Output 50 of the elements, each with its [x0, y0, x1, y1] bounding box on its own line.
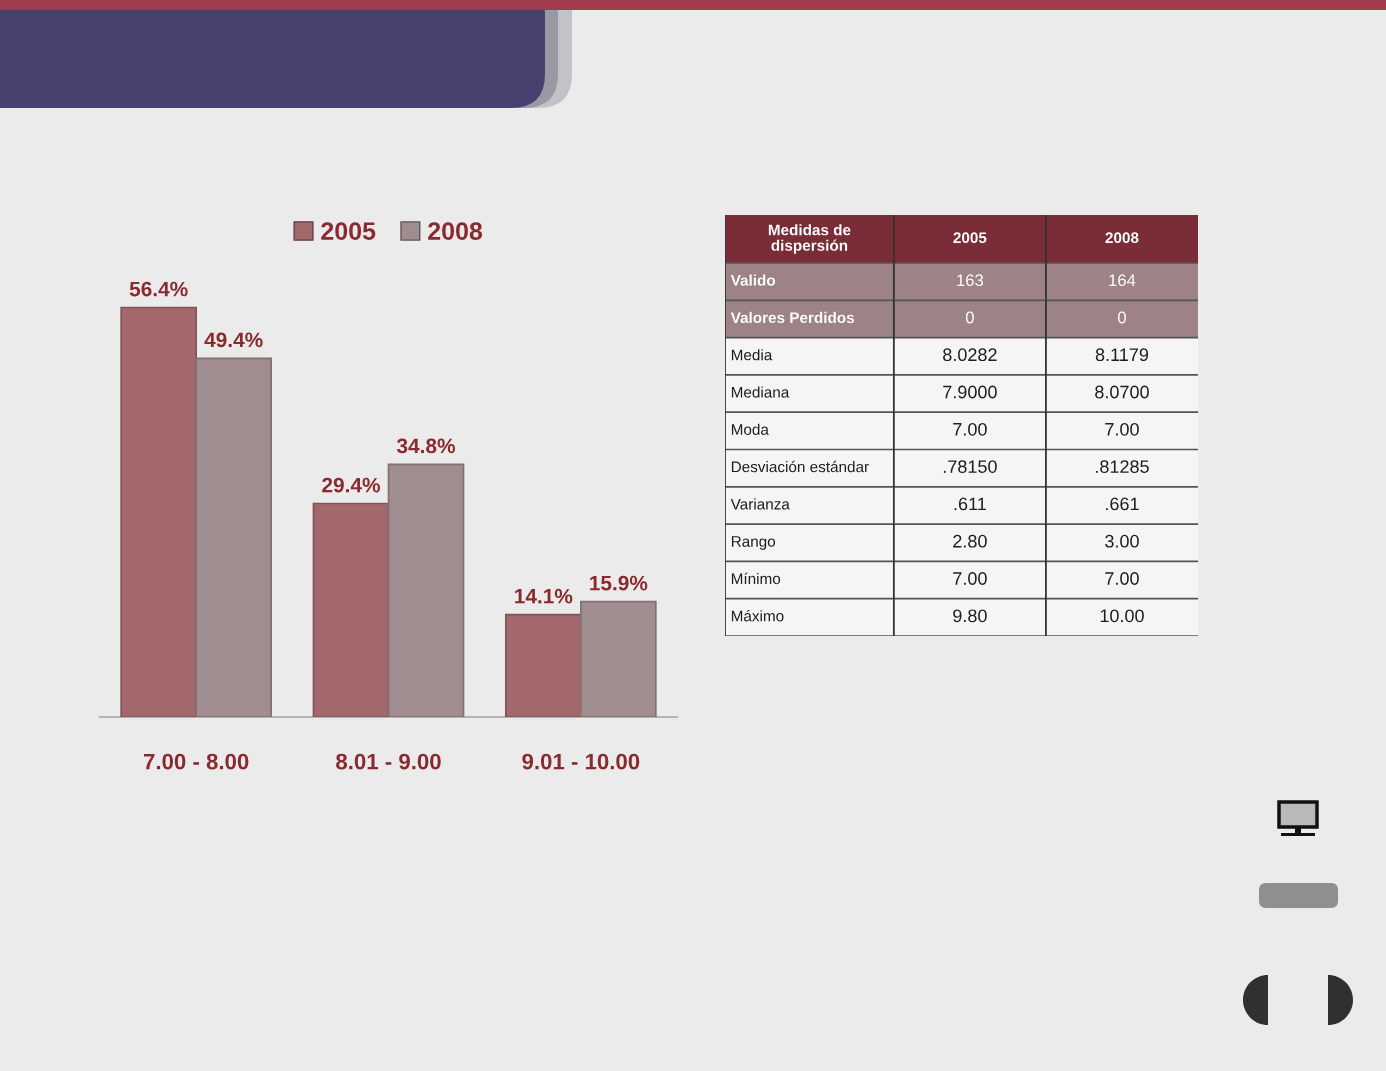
bar [579, 600, 657, 717]
data-label: 29.4% [322, 477, 380, 493]
data-label: 0 [965, 311, 974, 324]
bar [312, 502, 390, 717]
legend-label: 2008 [428, 222, 483, 240]
data-label: 14.1% [515, 588, 573, 604]
data-label: 163 [957, 274, 984, 287]
x-tick-label: 9.01 - 10.00 [522, 753, 640, 770]
data-label: 3.00 [1105, 534, 1139, 548]
category-label: Valores Perdidos [730, 311, 855, 324]
data-label: 2.80 [953, 534, 987, 548]
data-label: 49.4% [204, 332, 263, 348]
bar [504, 613, 582, 717]
x-tick-label: 7.00 - 8.00 [144, 753, 249, 770]
bar [387, 463, 465, 717]
data-label: 7.00 [1105, 572, 1139, 585]
category-label: Desviación estándar [731, 460, 869, 473]
data-label: 34.8% [396, 438, 455, 454]
data-label: 7.9000 [943, 385, 997, 399]
category-label: Valido [730, 274, 776, 286]
data-label: 7.00 [953, 572, 987, 585]
category-label: Máximo [731, 610, 784, 622]
data-label: .611 [954, 497, 986, 511]
data-label: .78150 [943, 460, 997, 473]
data-label: 7.00 [1105, 422, 1139, 436]
category-label: Mínimo [731, 572, 781, 585]
data-label: 9.80 [953, 609, 987, 623]
legend-label: 2005 [321, 222, 376, 240]
text: Medidas de dispersión [768, 224, 851, 254]
series-label: 2008 [1105, 232, 1139, 244]
data-label: 0 [1117, 311, 1126, 324]
category-label: Moda [731, 423, 769, 435]
data-label: 10.00 [1100, 609, 1144, 623]
data-label: 7.00 [953, 422, 987, 436]
bar [120, 306, 198, 717]
data-label: 8.1179 [1095, 348, 1149, 362]
data-label: .661 [1106, 497, 1139, 511]
x-tick-label: 8.01 - 9.00 [336, 753, 441, 770]
series-label: 2005 [953, 232, 987, 244]
bar [195, 357, 273, 717]
data-label: 8.0282 [943, 348, 997, 362]
data-label: 56.4% [129, 281, 188, 297]
category-label: Media [731, 349, 773, 361]
data-label: .81285 [1096, 460, 1149, 473]
category-label: Varianza [730, 498, 790, 510]
data-label: 164 [1109, 274, 1136, 287]
data-label: 8.0700 [1095, 385, 1149, 399]
category-label: Rango [731, 536, 776, 550]
data-label: 15.9% [590, 575, 648, 591]
category-label: Mediana [731, 386, 790, 398]
